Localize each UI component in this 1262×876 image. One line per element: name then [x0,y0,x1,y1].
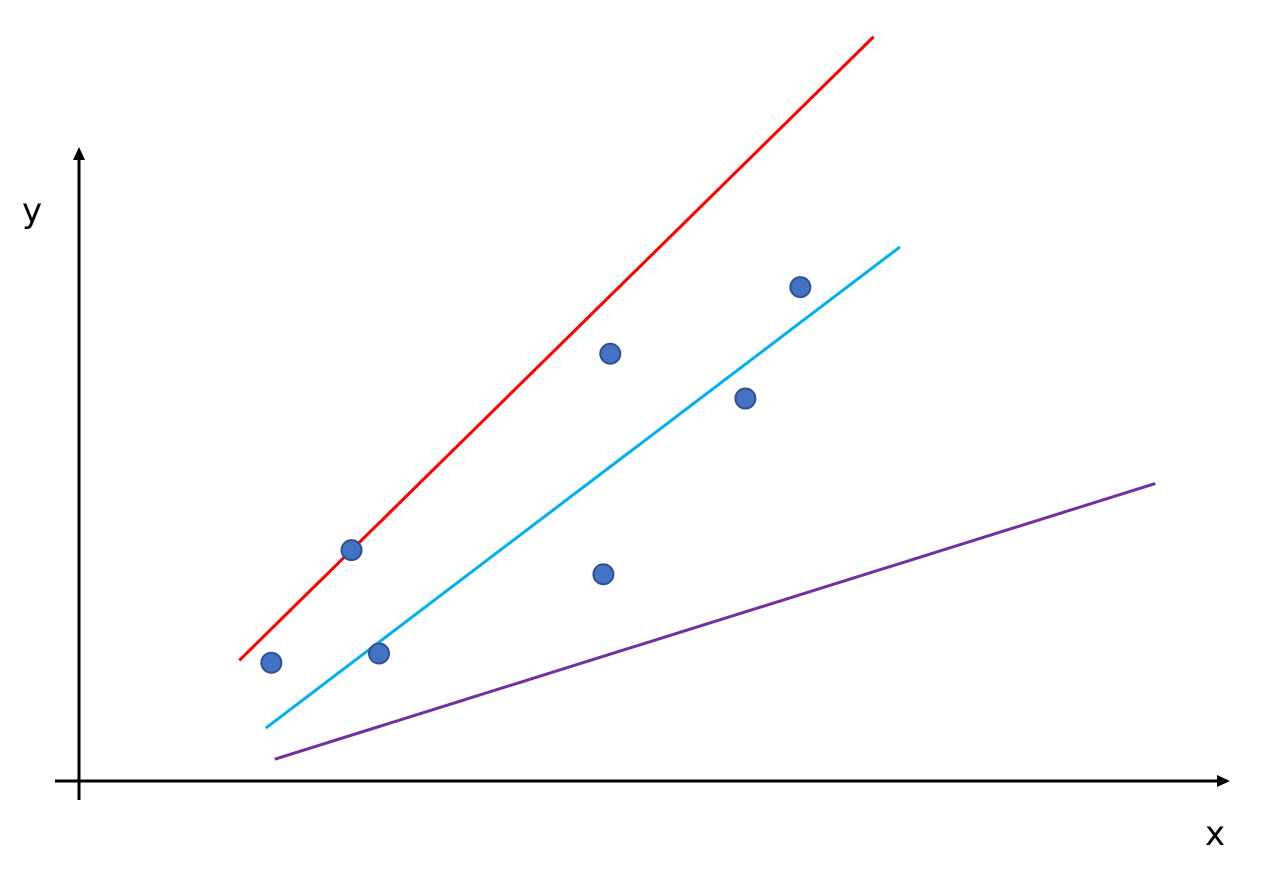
fit-line-3 [274,482,1156,761]
data-point [734,387,757,410]
data-point [789,276,812,299]
fit-line-2 [264,245,901,730]
fit-line-1 [238,35,875,662]
data-points [260,276,812,674]
y-axis-label: y [22,191,42,231]
x-axis-label: x [1205,814,1225,854]
data-point [592,563,615,586]
data-point [367,642,390,665]
data-point [340,539,363,562]
data-point [599,342,622,365]
data-point [260,651,283,674]
